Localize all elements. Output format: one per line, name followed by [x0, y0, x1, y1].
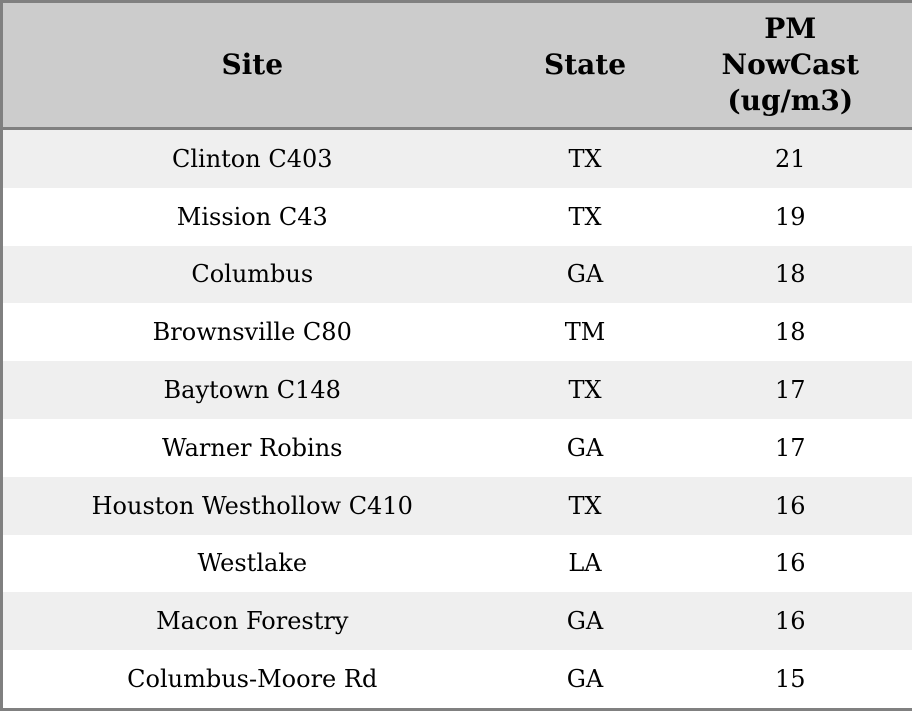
site-cell: Brownsville C80 [1, 303, 502, 362]
value-cell: 16 [668, 476, 912, 535]
site-cell: Clinton C403 [1, 128, 502, 188]
state-cell: TX [501, 476, 669, 535]
site-cell: Warner Robins [1, 418, 502, 477]
value-cell: 19 [668, 187, 912, 246]
column-header-pm-nowcast: PM NowCast (ug/m3) [668, 1, 912, 130]
state-cell: GA [501, 650, 669, 710]
state-cell: TX [501, 361, 669, 419]
table-row: Houston Westhollow C410 TX 16 [1, 476, 912, 535]
value-cell: 17 [668, 418, 912, 477]
state-cell: GA [501, 245, 669, 304]
value-cell: 15 [668, 650, 912, 710]
state-cell: TX [501, 128, 669, 188]
table-row: Baytown C148 TX 17 [1, 361, 912, 419]
site-cell: Columbus [1, 245, 502, 304]
table-row: Mission C43 TX 19 [1, 187, 912, 246]
site-cell: Westlake [1, 534, 502, 593]
state-cell: TX [501, 187, 669, 246]
value-cell: 16 [668, 534, 912, 593]
table-row: Columbus GA 18 [1, 245, 912, 304]
column-header-state: State [501, 1, 669, 130]
site-cell: Baytown C148 [1, 361, 502, 419]
header-row: Site State PM NowCast (ug/m3) [1, 1, 912, 130]
table-row: Columbus-Moore Rd GA 15 [1, 650, 912, 710]
value-cell: 18 [668, 303, 912, 362]
site-cell: Houston Westhollow C410 [1, 476, 502, 535]
table-row: Macon Forestry GA 16 [1, 592, 912, 651]
site-cell: Macon Forestry [1, 592, 502, 651]
table-row: Westlake LA 16 [1, 534, 912, 593]
column-header-site: Site [1, 1, 502, 130]
table-row: Warner Robins GA 17 [1, 418, 912, 477]
state-cell: GA [501, 418, 669, 477]
value-cell: 18 [668, 245, 912, 304]
site-cell: Mission C43 [1, 187, 502, 246]
value-cell: 17 [668, 361, 912, 419]
table-row: Brownsville C80 TM 18 [1, 303, 912, 362]
table-row: Clinton C403 TX 21 [1, 128, 912, 188]
value-cell: 21 [668, 128, 912, 188]
site-cell: Columbus-Moore Rd [1, 650, 502, 710]
state-cell: TM [501, 303, 669, 362]
state-cell: GA [501, 592, 669, 651]
state-cell: LA [501, 534, 669, 593]
value-cell: 16 [668, 592, 912, 651]
